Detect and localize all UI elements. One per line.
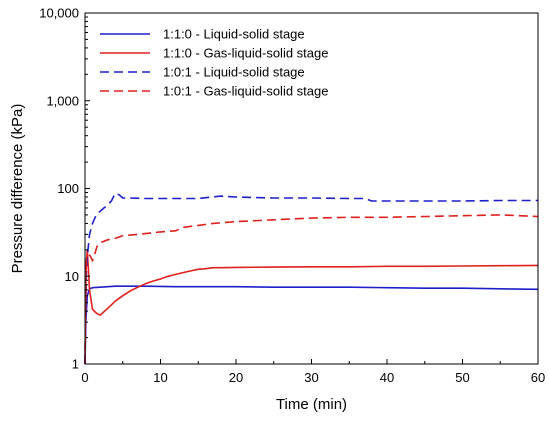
ticks-layer — [84, 12, 539, 365]
series-line-2 — [84, 249, 539, 365]
x-tick-label: 10 — [153, 370, 167, 385]
legend-label: 1:1:0 - Gas-liquid-solid stage — [163, 46, 328, 61]
x-tick-label: 50 — [455, 370, 469, 385]
x-tick-label: 60 — [531, 370, 545, 385]
x-tick-label: 20 — [229, 370, 243, 385]
legend: 1:1:0 - Liquid-solid stage 1:1:0 - Gas-li… — [100, 27, 328, 99]
y-tick-label: 10 — [65, 269, 79, 284]
y-axis-title: Pressure difference (kPa) — [9, 104, 26, 274]
legend-label: 1:0:1 - Gas-liquid-solid stage — [163, 84, 328, 99]
y-tick-label: 1 — [72, 357, 79, 372]
series-line-4 — [84, 214, 539, 365]
plot-frame — [84, 12, 539, 365]
x-tick-label: 30 — [304, 370, 318, 385]
y-tick-label: 100 — [57, 181, 79, 196]
legend-label: 1:1:0 - Liquid-solid stage — [163, 27, 305, 42]
series-layer — [84, 192, 539, 365]
x-tick-label: 0 — [81, 370, 88, 385]
tick-labels-layer: 0 10 20 30 40 50 60 1 10 100 1,000 10,000 — [39, 6, 545, 386]
series-line-1 — [84, 285, 539, 365]
y-tick-label: 1,000 — [46, 93, 79, 108]
y-tick-label: 10,000 — [39, 6, 79, 21]
x-axis-title: Time (min) — [276, 396, 347, 413]
series-line-3 — [84, 192, 538, 365]
x-tick-label: 40 — [380, 370, 394, 385]
legend-label: 1:0:1 - Liquid-solid stage — [163, 65, 305, 80]
